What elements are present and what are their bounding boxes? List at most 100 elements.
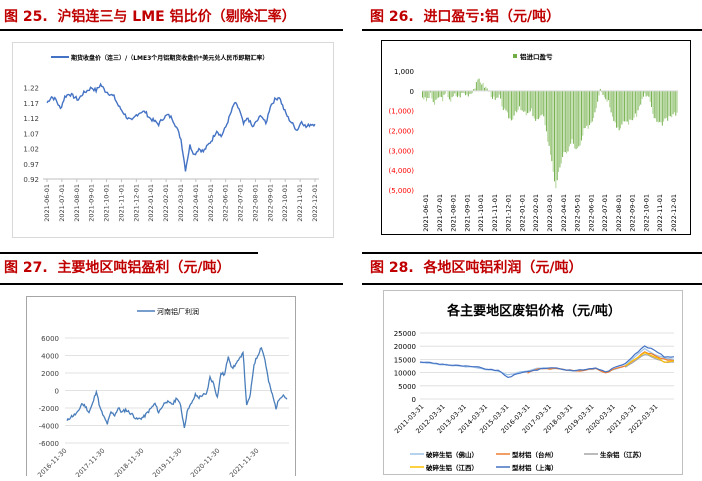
svg-text:1.22: 1.22 (23, 85, 39, 93)
legend-swatch (513, 54, 517, 58)
svg-text:2022-06-01: 2022-06-01 (222, 184, 230, 222)
svg-text:2021-10-01: 2021-10-01 (103, 184, 111, 222)
figure-26-title: 图 26. 进口盈亏:铝（元/吨） (370, 6, 560, 26)
svg-text:2021-07-01: 2021-07-01 (58, 184, 66, 222)
svg-text:2021-07-01: 2021-07-01 (436, 194, 444, 232)
svg-text:(4,000): (4,000) (388, 167, 414, 175)
figure-27-top-rule (0, 252, 258, 254)
svg-text:1.12: 1.12 (23, 115, 39, 123)
svg-text:2022-03-01: 2022-03-01 (546, 194, 554, 232)
svg-text:2022-07-01: 2022-07-01 (237, 184, 245, 222)
svg-text:0: 0 (55, 388, 59, 396)
svg-text:0: 0 (410, 88, 414, 96)
svg-text:2022-02-01: 2022-02-01 (532, 194, 540, 232)
svg-text:0.92: 0.92 (23, 176, 39, 184)
series-line (420, 349, 674, 375)
svg-text:-4000: -4000 (39, 423, 59, 431)
figure-28-title: 图 28. 各地区吨铝利润（元/吨） (370, 257, 583, 277)
svg-text:2021-08-01: 2021-08-01 (73, 184, 81, 222)
svg-text:2016-11-30: 2016-11-30 (36, 447, 68, 477)
legend-label: 型材铝（上海） (512, 463, 558, 472)
legend-label: 破碎生铝（佛山） (426, 450, 478, 459)
svg-text:2017-11-30: 2017-11-30 (74, 447, 106, 477)
svg-text:2021-10-01: 2021-10-01 (477, 194, 485, 232)
svg-text:2022-09-01: 2022-09-01 (629, 194, 637, 232)
figure-27-title: 图 27. 主要地区吨铝盈利（元/吨） (4, 257, 231, 277)
legend-label: 型材铝（台州） (512, 450, 558, 459)
svg-text:-2000: -2000 (39, 405, 59, 413)
svg-text:2021-06-01: 2021-06-01 (43, 184, 51, 222)
svg-text:2022-10-01: 2022-10-01 (642, 194, 650, 232)
svg-text:(1,000): (1,000) (388, 108, 414, 116)
svg-text:2022-08-01: 2022-08-01 (251, 184, 259, 222)
series-line (67, 348, 287, 428)
svg-text:6000: 6000 (41, 335, 59, 343)
legend-label: 河南铝厂利润 (157, 307, 199, 316)
svg-text:-6000: -6000 (39, 440, 59, 448)
svg-text:1,000: 1,000 (394, 68, 414, 76)
svg-text:2021-11-01: 2021-11-01 (491, 194, 499, 232)
chart-28: 各主要地区废铝价格（元/吨）25000200001500010000500002… (384, 291, 684, 476)
svg-text:2022-12-01: 2022-12-01 (311, 184, 319, 222)
svg-text:2022-06-01: 2022-06-01 (587, 194, 595, 232)
svg-text:(2,000): (2,000) (388, 128, 414, 136)
svg-text:5000: 5000 (398, 383, 416, 391)
chart-25-frame: 0.92 0.97 1.02 1.07 1.12 1.17 1.22 2021-06-01 20… (12, 42, 334, 238)
svg-text:2022-05-01: 2022-05-01 (574, 194, 582, 232)
svg-text:2022-02-01: 2022-02-01 (162, 184, 170, 222)
svg-text:2022-10-01: 2022-10-01 (281, 184, 289, 222)
svg-text:2022-11-01: 2022-11-01 (296, 184, 304, 222)
svg-text:1.07: 1.07 (23, 130, 39, 138)
legend-label: 生杂铝（江苏） (600, 450, 646, 459)
svg-text:2022-01-01: 2022-01-01 (147, 184, 155, 222)
svg-text:0.97: 0.97 (23, 161, 39, 169)
chart-title: 各主要地区废铝价格（元/吨） (446, 303, 621, 319)
svg-text:2022-01-01: 2022-01-01 (518, 194, 526, 232)
svg-text:1.02: 1.02 (23, 146, 39, 154)
svg-text:2021-11-01: 2021-11-01 (117, 184, 125, 222)
svg-text:0: 0 (412, 396, 416, 404)
svg-text:10000: 10000 (394, 370, 416, 378)
svg-text:2021-06-01: 2021-06-01 (422, 194, 430, 232)
svg-text:4000: 4000 (41, 353, 59, 361)
svg-text:2021-11-30: 2021-11-30 (228, 447, 260, 477)
svg-text:2022-09-01: 2022-09-01 (266, 184, 274, 222)
svg-text:1.17: 1.17 (23, 100, 39, 108)
svg-text:(3,000): (3,000) (388, 147, 414, 155)
svg-text:2022-05-01: 2022-05-01 (207, 184, 215, 222)
svg-text:2022-04-01: 2022-04-01 (560, 194, 568, 232)
svg-text:2022-03-01: 2022-03-01 (177, 184, 185, 222)
svg-text:15000: 15000 (394, 356, 416, 364)
svg-text:2022-04-01: 2022-04-01 (192, 184, 200, 222)
svg-text:20000: 20000 (394, 343, 416, 351)
series-line (47, 84, 315, 171)
figure-25-rule (0, 29, 343, 31)
chart-26: 1,000 0 (1,000) (2,000) (3,000) (4,000) (5,000… (382, 41, 689, 233)
svg-text:2022-11-01: 2022-11-01 (656, 194, 664, 232)
legend-label: 铝进口盈亏 (520, 52, 553, 61)
svg-text:2021-12-01: 2021-12-01 (132, 184, 140, 222)
svg-text:2022-07-01: 2022-07-01 (601, 194, 609, 232)
svg-text:2022-08-01: 2022-08-01 (615, 194, 623, 232)
figure-25-title: 图 25. 沪铝连三与 LME 铝比价（剔除汇率） (4, 6, 296, 26)
chart-25: 0.92 0.97 1.02 1.07 1.12 1.17 1.22 2021-06-01 20… (13, 43, 335, 239)
figure-28-top-rule (362, 252, 702, 254)
svg-text:(5,000): (5,000) (388, 187, 414, 195)
svg-text:2020-11-30: 2020-11-30 (189, 447, 221, 477)
figure-26-rule (362, 29, 702, 31)
legend-label: 期货收盘价（连三）/（LME3个月铝期货收盘价*美元兑人民币即期汇率） (70, 54, 268, 62)
figure-28-rule (362, 283, 702, 285)
figure-27-rule (0, 283, 343, 285)
svg-text:2021-08-01: 2021-08-01 (450, 194, 458, 232)
svg-text:2021-12-01: 2021-12-01 (505, 194, 513, 232)
svg-text:2018-11-30: 2018-11-30 (113, 447, 145, 477)
chart-26-frame: 1,000 0 (1,000) (2,000) (3,000) (4,000) (5,000… (381, 40, 691, 235)
legend-label: 破碎生铝（江西） (426, 463, 478, 472)
svg-text:2022-12-01: 2022-12-01 (670, 194, 678, 232)
svg-text:2021-09-01: 2021-09-01 (88, 184, 96, 222)
svg-text:25000: 25000 (394, 330, 416, 338)
svg-text:2000: 2000 (41, 370, 59, 378)
